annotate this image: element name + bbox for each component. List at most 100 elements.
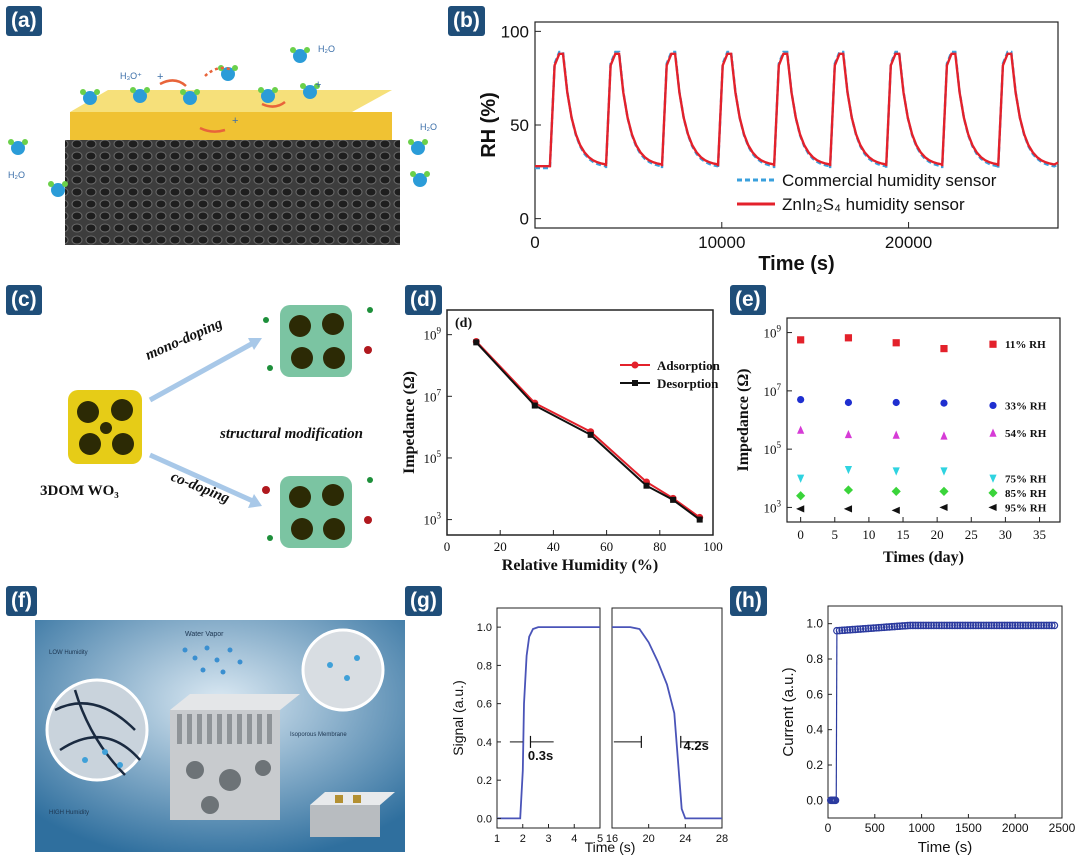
signal-line-rise [497, 626, 600, 820]
data-point [898, 622, 907, 630]
data-point [974, 621, 983, 630]
data-point [890, 622, 899, 631]
data-point [927, 621, 936, 630]
x-tick-label: 20 [494, 539, 507, 554]
data-point [958, 621, 967, 630]
signal-line-fall [612, 626, 722, 820]
label-3dom-wo3: 3DOM WO₃ [40, 483, 119, 499]
y-axis-label: Signal (a.u.) [450, 680, 466, 755]
data-point-75pct-rh [844, 465, 853, 475]
inner-panel-label: (d) [455, 316, 472, 331]
y-tick-label: 0.0 [806, 793, 823, 807]
y-axis-label: Impedance (Ω) [401, 371, 418, 474]
data-point-33pct-rh [940, 399, 948, 407]
data-point-95pct-rh [796, 505, 805, 513]
data-point [951, 621, 959, 630]
data-point [1013, 621, 1022, 630]
data-point-75pct-rh [797, 474, 805, 483]
data-point [932, 621, 941, 630]
data-point-54pct-rh [797, 425, 805, 434]
data-point [1011, 621, 1019, 630]
data-point [1021, 621, 1030, 630]
label-isoporous-membrane: Isoporous Membrane [290, 732, 347, 738]
series-line-znin2s4 [535, 52, 1059, 168]
data-point [893, 622, 901, 631]
data-point [971, 621, 980, 630]
y-tick-label: 105 [763, 440, 781, 457]
data-point [948, 621, 957, 630]
y-tick-label: 0.4 [477, 737, 492, 749]
data-point [843, 626, 852, 634]
data-point [1024, 621, 1033, 630]
x-tick-label: 16 [606, 833, 618, 845]
y-axis-label: Current (a.u.) [780, 667, 797, 756]
y-tick-label: 0.0 [477, 813, 492, 825]
data-point [906, 621, 915, 630]
data-point [987, 621, 996, 630]
data-point [979, 621, 988, 630]
y-tick-label: 0.6 [806, 687, 823, 701]
data-point [1045, 621, 1053, 630]
y-tick-label: 107 [423, 387, 441, 404]
data-point [864, 624, 873, 633]
x-tick-label: 0 [797, 527, 804, 542]
x-tick-label: 0 [530, 233, 539, 252]
data-point [911, 621, 920, 630]
data-point-33pct-rh [844, 398, 853, 407]
data-point [885, 623, 894, 631]
data-point [1037, 621, 1046, 630]
panel-f-tag: (f) [6, 586, 37, 616]
x-tick-label: 0 [825, 821, 832, 835]
legend-label-commercial: Commercial humidity sensor [782, 171, 997, 190]
data-point [888, 622, 896, 631]
plus-sign: + [232, 115, 238, 127]
data-point [945, 621, 954, 630]
annotation-label-fall: 4.2s [684, 738, 709, 753]
data-point [940, 621, 949, 630]
data-point-desorption [587, 431, 594, 438]
x-tick-label: 5 [597, 833, 603, 845]
data-point [1027, 621, 1035, 630]
label-h2o-top: H₂O [318, 44, 335, 54]
x-tick-label: 28 [716, 833, 728, 845]
plus-sign: + [315, 79, 321, 91]
data-point [1008, 621, 1017, 630]
data-point [992, 621, 1001, 630]
data-point-95pct-rh [843, 505, 853, 513]
x-tick-label: 25 [965, 527, 978, 542]
data-point [990, 621, 998, 630]
data-point-11pct-rh [892, 339, 900, 347]
data-point-desorption [531, 402, 538, 409]
x-tick-label: 10 [862, 527, 875, 542]
series-line-adsorption [475, 340, 701, 519]
transfer-arrows [159, 66, 286, 133]
plot-frame [827, 605, 1063, 819]
legend-label-85pct-rh: 85% RH [1005, 488, 1047, 500]
data-point [1034, 621, 1043, 630]
magnified-circle-pore [301, 628, 385, 712]
legend-label-11pct-rh: 11% RH [1005, 339, 1046, 351]
data-point-desorption [696, 516, 703, 523]
plot-frame-fall [611, 607, 723, 829]
x-axis-label: Times (day) [883, 549, 964, 566]
y-axis-label: RH (%) [478, 92, 500, 158]
data-point [937, 621, 946, 630]
data-point [1050, 621, 1059, 630]
data-point [922, 621, 930, 630]
yellow-film-layer [70, 112, 392, 140]
data-point [1042, 621, 1051, 630]
data-point-85pct-rh [843, 485, 854, 495]
x-axis-label: Time (s) [758, 253, 834, 275]
y-tick-label: 0.2 [806, 758, 823, 772]
data-point [953, 621, 962, 630]
data-point [851, 625, 860, 634]
plot-frame [786, 317, 1061, 523]
data-point [856, 625, 865, 633]
mono-doped-cube [263, 305, 373, 377]
data-point [909, 621, 917, 630]
x-axis-label: Time (s) [918, 839, 972, 856]
x-tick-label: 0 [444, 539, 451, 554]
panel-c-tag: (c) [6, 285, 42, 315]
data-point-85pct-rh [796, 491, 806, 501]
